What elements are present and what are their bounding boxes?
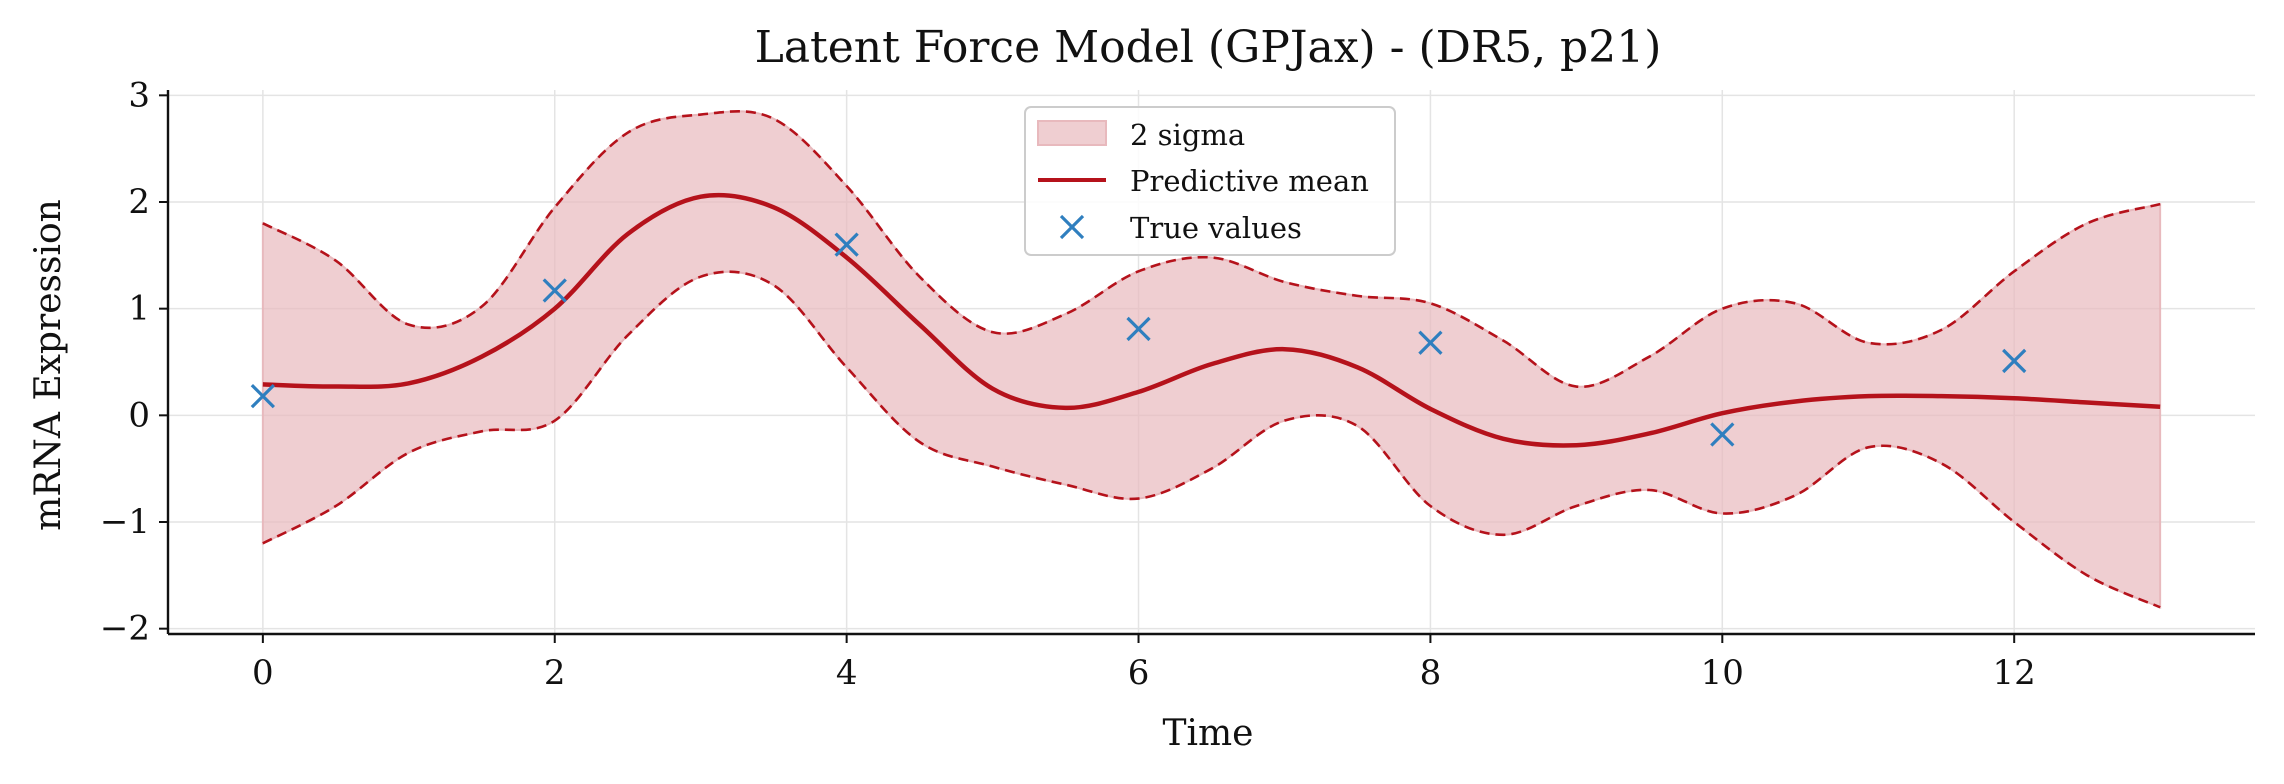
y-tick-label: 2 <box>128 182 150 222</box>
predictive-mean-line <box>262 192 2161 448</box>
y-tick-label: −2 <box>100 609 150 649</box>
y-axis-label: mRNA Expression <box>28 199 69 531</box>
lower-two-sigma-line <box>262 270 2161 609</box>
true-values-points <box>250 232 2027 447</box>
chart-title: Latent Force Model (GPJax) - (DR5, p21) <box>755 22 1662 73</box>
true-value-point <box>1710 422 1735 447</box>
legend-frame <box>1024 106 1396 256</box>
x-axis-label: Time <box>1163 713 1254 754</box>
legend-point-marker <box>1059 214 1085 240</box>
x-tick-label: 2 <box>544 653 566 693</box>
point-stroke <box>834 232 859 257</box>
legend: 2 sigma Predictive mean True values <box>1024 106 1396 256</box>
legend-points-label: True values <box>1130 211 1302 245</box>
upper-two-sigma-line <box>262 110 2161 388</box>
y-tick-label: 3 <box>128 75 150 115</box>
x-tick-label: 8 <box>1420 653 1442 693</box>
y-tick-label: 1 <box>128 289 150 329</box>
y-tick-label: 0 <box>128 395 150 435</box>
legend-points-swatch <box>1059 214 1085 240</box>
true-value-point <box>1418 330 1443 355</box>
point-stroke <box>250 384 275 409</box>
legend-band-swatch <box>1037 120 1107 146</box>
x-tick-label: 4 <box>836 653 858 693</box>
true-value-point <box>542 278 567 303</box>
true-value-point <box>1126 316 1151 342</box>
point-stroke <box>542 278 567 303</box>
point-stroke <box>1710 422 1735 447</box>
true-value-point <box>2002 348 2027 374</box>
true-value-point <box>250 384 275 409</box>
point-stroke <box>1418 330 1443 355</box>
true-value-point <box>834 232 859 257</box>
legend-band-label: 2 sigma <box>1130 118 1245 152</box>
x-tick-label: 6 <box>1128 653 1150 693</box>
point-stroke <box>1126 316 1151 342</box>
legend-mean-label: Predictive mean <box>1130 164 1369 198</box>
x-tick-label: 12 <box>1993 653 2036 693</box>
point-stroke <box>1059 214 1085 240</box>
y-tick-label: −1 <box>100 502 150 542</box>
x-tick-label: 10 <box>1701 653 1744 693</box>
point-stroke <box>2002 348 2027 374</box>
x-tick-label: 0 <box>252 653 274 693</box>
